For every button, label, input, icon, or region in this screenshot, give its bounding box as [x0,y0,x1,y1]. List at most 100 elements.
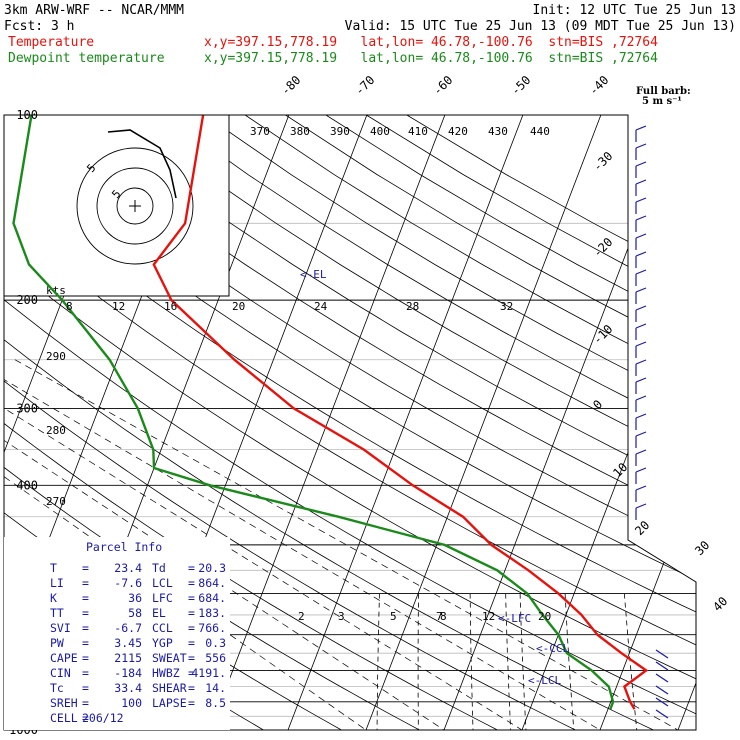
wind-barbs [635,125,669,719]
wind-barb-flag-14 [635,377,647,383]
sounding-series [12,115,649,710]
parcel-val-2: 36 [128,591,142,605]
legend-dewpoint: Dewpoint temperature [8,51,165,66]
parcel-eq-5: = [82,636,89,650]
annotation-0: <-EL [300,268,327,281]
parcel-eq2-4: = [188,621,195,635]
hodograph-trace [107,129,177,199]
parcel-val-8: 33.4 [114,681,142,695]
parcel-eq2-3: = [188,606,195,620]
dry-adiabat-430 [285,115,696,730]
isotherm-label-10: 20 [632,518,652,538]
parcel-key2-1: LCL [152,576,173,590]
hodo-speed-label-1: 12 [112,300,125,313]
wind-barb-low-1 [655,661,669,671]
parcel-val2-0: 20.3 [198,561,226,575]
parcel-val-0: 23.4 [114,561,142,575]
wind-barb-flag-8 [635,269,647,275]
isotherm--20 [287,115,524,730]
parcel-val2-3: 183. [198,606,226,620]
parcel-eq-7: = [82,666,89,680]
parcel-val2-2: 684. [198,591,226,605]
wind-barb-low-0 [655,649,669,659]
legend-temperature: Temperature [8,35,94,50]
parcel-key-7: CIN [50,666,71,680]
parcel-key2-4: CCL [152,621,173,635]
isotherm-label-9: 10 [610,460,630,480]
theta-label-5: 420 [448,125,468,138]
parcel-val2-8: 14. [205,681,226,695]
legend-temperature-location: x,y=397.15,778.19 lat,lon= 46.78,-100.76… [204,35,658,50]
parcel-key-5: PW [50,636,64,650]
mixing-label-0: 2 [298,610,305,623]
parcel-eq2-9: = [188,696,195,710]
isotherm-label-11: 30 [692,538,712,558]
wind-barb-flag-2 [635,161,647,167]
barb-note-line1: Full barb: [636,86,691,97]
parcel-eq-0: = [82,561,89,575]
wind-barb-flag-1 [635,143,647,149]
parcel-key2-7: HWBZ [152,666,180,680]
parcel-key-10: CELL [50,711,78,725]
parcel-val-10: 206/12 [82,711,124,725]
pressure-label-300: 300 [16,401,38,415]
wind-barb-flag-15 [635,395,647,401]
wind-barb-low-3 [655,685,669,695]
wind-barb-flag-11 [635,323,647,329]
parcel-val-7: -184 [114,666,142,680]
wind-barb-low-5 [655,709,669,719]
wind-barb-flag-5 [635,215,647,221]
hodograph-ring-18 [116,187,154,225]
parcel-eq-1: = [82,576,89,590]
parcel-key2-8: SHEAR [152,681,187,695]
annotation-2: <-CCL [536,642,569,655]
hodo-speed-label-6: 32 [500,300,513,313]
series-line-0 [152,115,649,710]
model-title: 3km ARW-WRF -- NCAR/MMM [4,3,184,18]
dry-adiabat-290 [4,115,603,730]
parcel-key-3: TT [50,606,64,620]
hodo-dir-label-1: 280 [46,424,66,437]
parcel-val2-4: 766. [198,621,226,635]
parcel-val-4: -6.7 [114,621,142,635]
parcel-val2-9: 8.5 [205,696,226,710]
parcel-key2-3: EL [152,606,166,620]
parcel-key2-6: SWEAT [152,651,187,665]
isotherm-label-0: -80 [278,73,303,98]
parcel-key-1: LI [50,576,64,590]
mixing-label-6: 20 [538,610,551,623]
parcel-key2-2: LFC [152,591,173,605]
dry-adiabat-400 [164,115,696,730]
dry-adiabat-330 [4,115,696,730]
barb-note-line2: 5 m s⁻¹ [642,96,682,107]
parcel-key-2: K [50,591,57,605]
annotation-3: <-LCL [528,674,561,687]
mixing-ratio-20 [624,593,639,730]
parcel-eq2-6: = [188,651,195,665]
parcel-eq-4: = [82,621,89,635]
hodo-speed-label-2: 16 [164,300,177,313]
theta-label-6: 430 [488,125,508,138]
dry-adiabat-380 [83,115,696,730]
parcel-key-8: Tc [50,681,64,695]
hodo-speed-label-5: 28 [406,300,419,313]
valid-time: Valid: 15 UTC Tue 25 Jun 13 (09 MDT Tue … [345,19,736,34]
hodograph-frame [3,114,230,297]
parcel-val2-1: 864. [198,576,226,590]
mixing-label-1: 3 [338,610,345,623]
mixing-ratio-5 [469,593,474,730]
parcel-key2-5: YGP [152,636,173,650]
isotherm-label-2: -60 [430,73,455,98]
legend-dewpoint-location: x,y=397.15,778.19 lat,lon= 46.78,-100.76… [204,51,658,66]
dry-adiabat-320 [4,115,696,730]
parcel-eq2-8: = [188,681,195,695]
parcel-key2-0: Td [152,561,166,575]
theta-label-7: 440 [530,125,550,138]
isotherm-label-4: -40 [586,73,611,98]
hodo-speed-label-0: 8 [66,300,73,313]
theta-label-3: 400 [370,125,390,138]
isotherm-label-5: -30 [590,149,615,174]
moist-adiabat-30 [14,359,696,730]
